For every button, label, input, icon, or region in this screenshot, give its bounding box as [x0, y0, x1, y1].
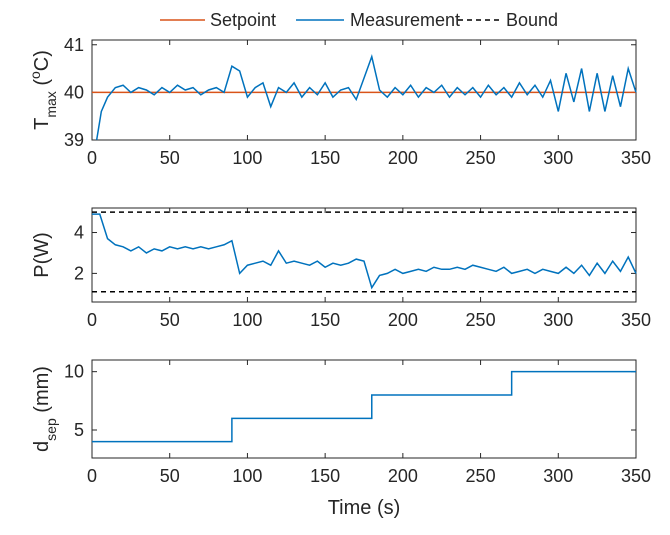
y-axis-label-part: (	[31, 79, 53, 92]
x-tick-label: 200	[388, 148, 418, 168]
x-tick-label: 150	[310, 466, 340, 486]
y-axis-label-part: sep	[43, 418, 59, 441]
y-tick-label: 40	[64, 82, 84, 102]
y-axis-label-part: C)	[31, 50, 53, 71]
y-axis-label-part: d	[31, 441, 53, 452]
plot-area	[91, 359, 637, 459]
x-tick-label: 100	[232, 148, 262, 168]
y-axis-label: Tmax (oC)	[27, 50, 59, 130]
plot-area	[91, 39, 637, 141]
legend-label: Setpoint	[210, 10, 276, 30]
y-axis-label: dsep (mm)	[31, 366, 59, 452]
x-tick-label: 350	[621, 148, 651, 168]
x-tick-label: 250	[466, 310, 496, 330]
x-tick-label: 150	[310, 148, 340, 168]
y-axis-label-part: T	[31, 118, 53, 130]
y-tick-label: 10	[64, 362, 84, 382]
x-tick-label: 200	[388, 466, 418, 486]
data-line	[92, 213, 637, 290]
x-tick-label: 50	[160, 310, 180, 330]
y-axis-label-part: o	[27, 71, 43, 79]
x-tick-label: 300	[543, 148, 573, 168]
x-tick-label: 100	[232, 466, 262, 486]
data-line	[95, 54, 637, 141]
x-tick-label: 100	[232, 310, 262, 330]
y-tick-label: 41	[64, 35, 84, 55]
y-tick-label: 2	[74, 263, 84, 283]
legend-label: Bound	[506, 10, 558, 30]
plot-area	[91, 207, 637, 303]
y-tick-label: 4	[74, 223, 84, 243]
y-axis-label-part: (mm)	[31, 366, 53, 418]
legend: Setpoint Measurement Bound	[160, 10, 558, 30]
x-tick-label: 0	[87, 148, 97, 168]
x-tick-label: 0	[87, 466, 97, 486]
x-tick-label: 200	[388, 310, 418, 330]
y-axis-label-part: max	[43, 91, 59, 117]
legend-label: Measurement	[350, 10, 460, 30]
x-tick-label: 350	[621, 310, 651, 330]
x-tick-label: 50	[160, 466, 180, 486]
x-tick-label: 0	[87, 310, 97, 330]
y-tick-label: 5	[74, 420, 84, 440]
data-line	[92, 370, 636, 443]
x-tick-label: 150	[310, 310, 340, 330]
x-tick-label: 300	[543, 310, 573, 330]
x-axis-label: Time (s)	[328, 497, 401, 519]
x-tick-label: 250	[466, 148, 496, 168]
x-tick-label: 350	[621, 466, 651, 486]
x-tick-label: 250	[466, 466, 496, 486]
y-tick-label: 39	[64, 130, 84, 150]
y-axis-label: P(W)	[31, 232, 53, 278]
x-tick-label: 300	[543, 466, 573, 486]
x-tick-label: 50	[160, 148, 180, 168]
